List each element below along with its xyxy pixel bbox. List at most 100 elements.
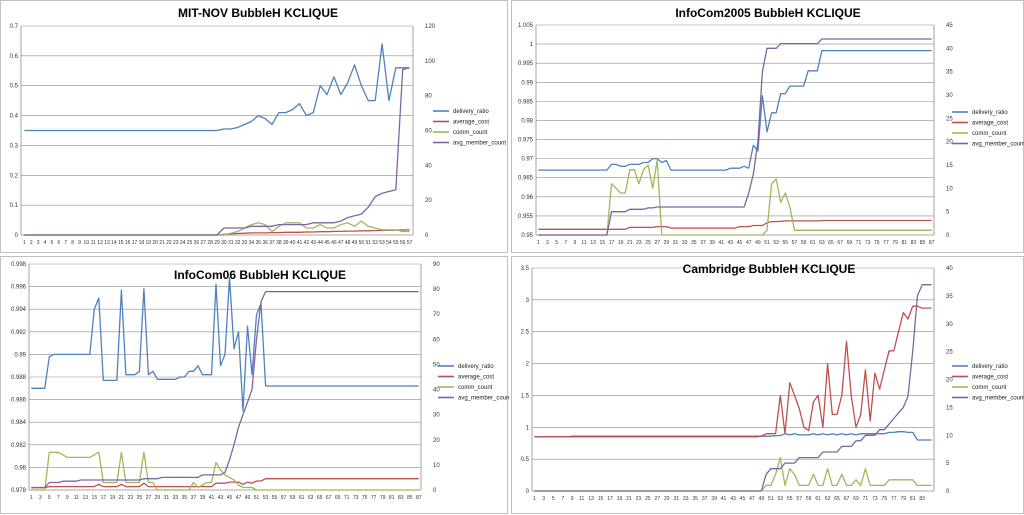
x-tick-label: 11	[579, 496, 584, 502]
x-tick-label: 61	[815, 496, 821, 502]
y2-tick-label: 40	[946, 266, 953, 272]
x-tick-label: 52	[372, 240, 378, 246]
x-tick-label: 48	[345, 240, 351, 246]
x-tick-label: 1	[30, 495, 33, 501]
chart-title: MIT-NOV BubbleH KCLIQUE	[178, 6, 338, 20]
y-tick-label: 0.988	[11, 375, 27, 381]
y-tick-label: 0.97	[521, 157, 533, 163]
y2-tick-label: 40	[425, 163, 432, 169]
x-tick-label: 27	[200, 240, 206, 246]
x-tick-label: 37	[191, 495, 197, 501]
x-tick-label: 38	[276, 240, 282, 246]
x-tick-label: 85	[920, 240, 926, 246]
legend-label-average-cost: average_cost	[972, 375, 1008, 381]
x-tick-label: 4	[44, 240, 47, 246]
y-tick-label: 0.998	[11, 262, 27, 268]
y-tick-label: 0.6	[10, 54, 19, 60]
x-tick-label: 27	[146, 495, 152, 501]
series-line-comm-count	[534, 456, 932, 492]
legend-label-average-cost: average_cost	[458, 375, 494, 381]
x-tick-label: 43	[310, 240, 316, 246]
series-line-delivery-ratio	[24, 43, 410, 132]
y2-tick-label: 25	[946, 116, 953, 122]
x-tick-label: 23	[128, 495, 134, 501]
chart-title: Cambridge BubbleH KCLIQUE	[683, 262, 856, 276]
y-tick-label: 0.978	[11, 488, 27, 494]
x-tick-label: 3	[37, 240, 40, 246]
x-tick-label: 36	[262, 240, 268, 246]
x-tick-label: 61	[810, 240, 816, 246]
x-tick-label: 21	[627, 240, 633, 246]
x-tick-label: 17	[607, 496, 613, 502]
x-tick-label: 71	[344, 495, 350, 501]
x-tick-label: 10	[84, 240, 90, 246]
y-tick-label: 1.005	[518, 23, 534, 29]
x-tick-label: 7	[64, 240, 67, 246]
x-tick-label: 73	[872, 496, 878, 502]
x-tick-label: 17	[609, 240, 615, 246]
x-tick-label: 49	[352, 240, 358, 246]
x-tick-label: 57	[407, 240, 413, 246]
series-line-comm-count	[31, 451, 419, 491]
legend-label-delivery-ratio: delivery_ratio	[972, 364, 1008, 370]
y-tick-label: 0	[15, 233, 19, 239]
x-tick-label: 21	[159, 240, 165, 246]
x-tick-label: 57	[281, 495, 287, 501]
y2-tick-label: 20	[946, 140, 953, 146]
y2-tick-label: 20	[433, 438, 440, 444]
x-tick-label: 17	[132, 240, 138, 246]
x-tick-label: 83	[398, 495, 404, 501]
x-tick-label: 13	[588, 496, 594, 502]
x-tick-label: 5	[552, 496, 555, 502]
y2-tick-label: 70	[433, 312, 440, 318]
legend-label-comm-count: comm_count	[453, 130, 488, 136]
x-tick-label: 59	[290, 495, 296, 501]
series-line-avg-member-count	[534, 284, 932, 492]
x-tick-label: 15	[600, 240, 606, 246]
x-tick-label: 30	[221, 240, 227, 246]
x-tick-label: 55	[393, 240, 399, 246]
x-tick-label: 77	[371, 495, 377, 501]
x-tick-label: 15	[92, 495, 98, 501]
x-tick-label: 19	[617, 496, 623, 502]
x-tick-label: 87	[929, 240, 935, 246]
x-tick-label: 43	[730, 496, 736, 502]
y2-tick-label: 120	[425, 24, 436, 30]
y2-tick-label: 35	[946, 294, 953, 300]
x-tick-label: 41	[721, 496, 727, 502]
x-tick-label: 11	[581, 240, 586, 246]
series-line-avg-member-count	[538, 38, 932, 236]
x-tick-label: 53	[263, 495, 269, 501]
x-tick-label: 75	[362, 495, 368, 501]
y-tick-label: 0.96	[521, 195, 533, 201]
y-tick-label: 2	[526, 362, 530, 368]
y2-tick-label: 40	[433, 388, 440, 394]
y2-tick-label: 15	[946, 163, 953, 169]
y2-tick-label: 30	[433, 413, 440, 419]
x-tick-label: 45	[737, 240, 743, 246]
x-tick-label: 81	[910, 496, 916, 502]
x-tick-label: 45	[324, 240, 330, 246]
x-tick-label: 3	[39, 495, 42, 501]
x-tick-label: 25	[645, 496, 651, 502]
x-tick-label: 21	[626, 496, 632, 502]
x-tick-label: 45	[740, 496, 746, 502]
x-tick-label: 41	[718, 240, 724, 246]
series-line-average-cost	[534, 305, 932, 438]
chart-title: InfoCom2005 BubbleH KCLIQUE	[675, 6, 860, 20]
y2-tick-label: 0	[425, 233, 429, 239]
x-tick-label: 75	[882, 496, 888, 502]
y-tick-label: 0.3	[10, 143, 19, 149]
x-tick-label: 46	[331, 240, 337, 246]
x-tick-label: 81	[389, 495, 395, 501]
x-tick-label: 31	[228, 240, 234, 246]
chart-panel-infocom2005: 0.95 0.955 0.96 0.965 0.97 0.975 0.98 0.985 0.99…	[511, 0, 1024, 253]
y-tick-label: 0.95	[521, 233, 533, 239]
series-line-average-cost	[31, 478, 419, 489]
x-tick-label: 20	[152, 240, 158, 246]
x-tick-label: 13	[590, 240, 596, 246]
x-tick-label: 39	[709, 240, 715, 246]
x-tick-label: 7	[561, 496, 564, 502]
y2-tick-label: 45	[946, 23, 953, 29]
x-tick-label: 39	[200, 495, 206, 501]
